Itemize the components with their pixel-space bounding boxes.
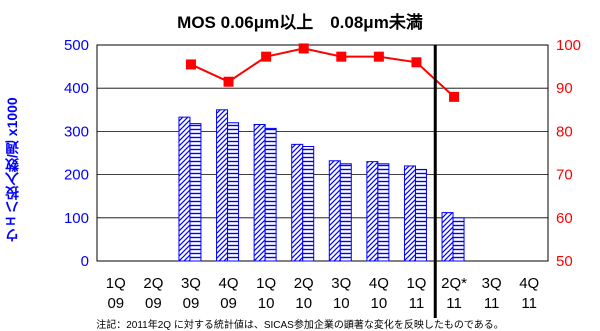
line-marker [261,51,272,62]
x-tick-label-quarter: 4Q [219,275,239,292]
x-tick-label-quarter: 2Q [294,275,314,292]
x-tick-label-year: 09 [145,295,162,312]
bar-series2 [339,163,352,262]
right-axis-tick-label: 70 [556,167,573,184]
x-tick-label-year: 11 [484,295,500,312]
right-axis-tick-label: 90 [556,80,573,97]
left-axis-tick-label: 300 [64,123,89,140]
x-tick-label-year: 10 [333,295,350,312]
line-marker [411,57,422,68]
x-tick-label-year: 11 [521,295,537,312]
x-tick-label-year: 09 [220,295,237,312]
bars-group [178,109,465,262]
bar-series2 [452,217,465,262]
right-axis-tick-label: 80 [556,123,573,140]
right-axis-tick-label: 100 [556,37,581,54]
left-axis-tick-label: 200 [64,167,89,184]
left-axis-tick-label: 500 [64,37,89,54]
plot-area-border [96,44,549,262]
bar-series2 [227,122,240,262]
bar-series1 [328,160,341,262]
line-marker [185,59,196,70]
x-tick-label-year: 11 [446,295,462,312]
x-tick-label-quarter: 1Q [406,275,426,292]
x-tick-label-year: 09 [107,295,124,312]
left-axis-tick-label: 0 [81,253,89,270]
line-marker [336,51,347,62]
x-tick-label-year: 10 [371,295,388,312]
line-marker [373,51,384,62]
line-marker [223,76,234,87]
bar-series1 [216,109,229,262]
x-tick-label-year: 10 [295,295,312,312]
bar-series1 [178,116,191,262]
line-marker [449,91,460,102]
footnote: 注記：2011年2Q に対する統計値は、SICAS参加企業の顕著な変化を反映した… [96,320,504,331]
chart-title: MOS 0.06μm以上 0.08μm未満 [177,13,423,32]
line-series [190,47,455,98]
x-tick-label-quarter: 1Q [106,275,126,292]
x-tick-label-quarter: 2Q [143,275,163,292]
left-axis-tick-label: 400 [64,80,89,97]
x-tick-label-quarter: 1Q [256,275,276,292]
axes-group: 0 100 200 300 400 500 50 60 70 80 90 100 1Q 09 2Q 09 3Q 0… [64,37,581,318]
x-tick-label-quarter: 3Q [331,275,351,292]
bar-series2 [377,163,390,262]
bar-series2 [414,168,427,262]
grid-lines [96,44,549,262]
right-axis-tick-label: 60 [556,210,573,227]
right-axis-tick-label: 50 [556,253,573,270]
bar-series1 [253,123,266,262]
bar-series2 [189,123,202,262]
x-tick-label-quarter: 3Q [482,275,502,292]
x-tick-label-quarter: 4Q [519,275,539,292]
bar-series1 [291,143,304,262]
bar-series1 [441,212,454,262]
x-tick-label-quarter: 3Q [181,275,201,292]
x-tick-label-quarter: 2Q* [441,275,467,292]
bar-series1 [403,165,416,262]
x-tick-label-year: 10 [258,295,275,312]
line-series-group [185,43,460,102]
x-tick-label-year: 11 [409,295,425,312]
bar-series2 [302,146,315,262]
x-tick-label-quarter: 4Q [369,275,389,292]
bar-series2 [264,127,277,262]
bar-series1 [366,161,379,262]
x-tick-label-year: 09 [183,295,200,312]
line-marker [298,43,309,54]
left-axis-tick-label: 100 [64,210,89,227]
